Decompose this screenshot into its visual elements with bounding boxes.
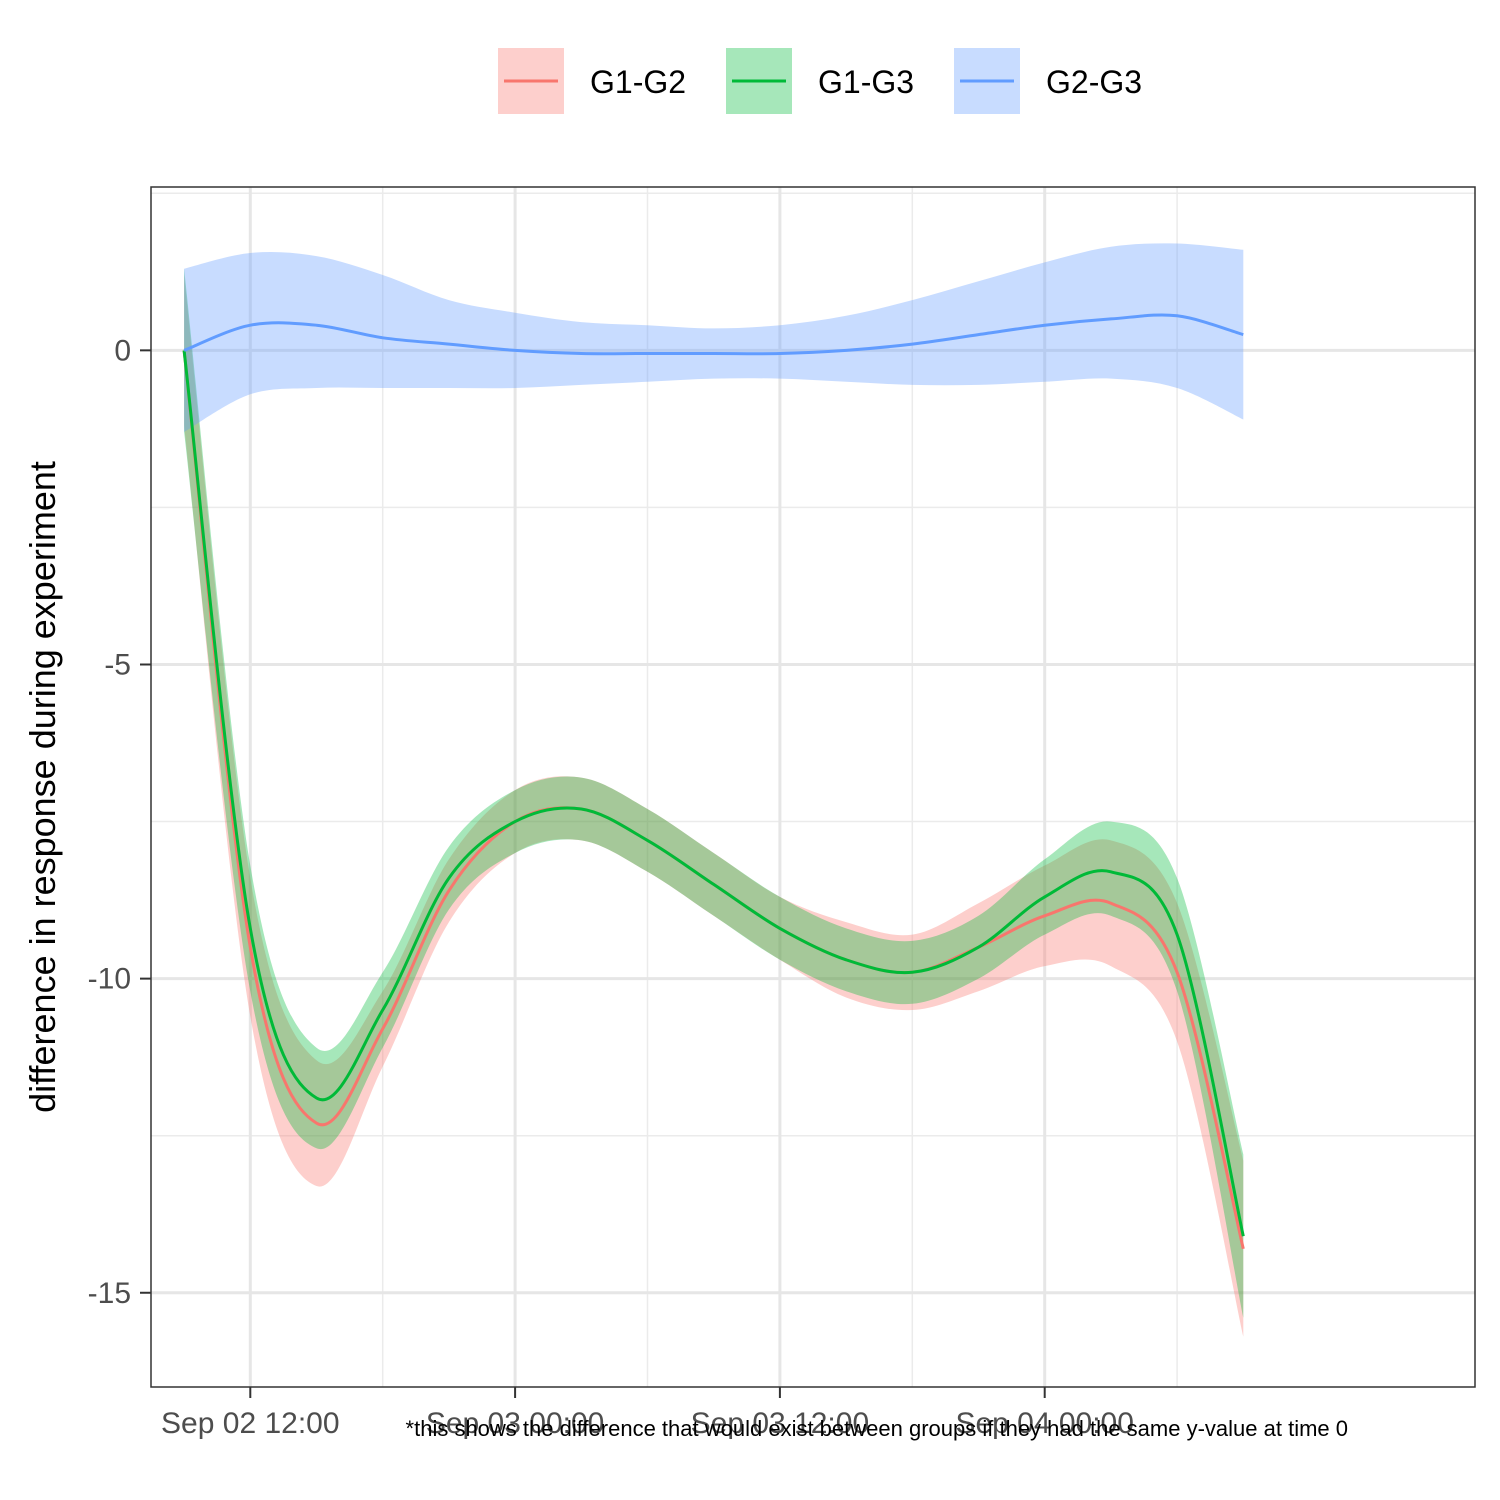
plot-panel [150,186,1476,1388]
y-axis-title: difference in response during experiment [22,461,63,1113]
y-axis: 0 -5 -10 -15 [88,334,151,1310]
series-lines [182,313,1245,1250]
confidence-band-g2-g3 [184,243,1244,432]
legend-item-g2-g3: G2-G3 [954,48,1142,114]
x-tick-label: Sep 04 00:00 [955,1407,1134,1440]
confidence-bands [184,243,1244,1337]
x-tick-label: Sep 02 12:00 [161,1407,340,1440]
legend-label: G1-G3 [818,64,914,100]
series-line-g1-g3 [182,350,1245,1237]
legend-item-g1-g3: G1-G3 [726,48,914,114]
legend-label: G2-G3 [1046,64,1142,100]
legend: G1-G2 G1-G3 G2-G3 [498,48,1142,114]
y-tick-label: -15 [88,1277,131,1310]
y-tick-label: -5 [104,648,131,681]
chart-caption: *this shows the difference that would ex… [406,1416,1348,1441]
y-tick-label: 0 [114,334,131,367]
y-tick-label: -10 [88,963,131,996]
series-line-g2-g3 [183,313,1244,356]
minor-gridlines [151,187,1475,1387]
plot-border [150,186,1476,1388]
x-tick-label: Sep 03 12:00 [691,1407,870,1440]
x-axis: Sep 02 12:00 Sep 03 00:00 Sep 03 12:00 Sep … [161,1387,1134,1440]
legend-label: G1-G2 [590,64,686,100]
x-tick-label: Sep 03 00:00 [426,1407,605,1440]
plot-background [151,187,1475,1387]
legend-item-g1-g2: G1-G2 [498,48,686,114]
major-gridlines [151,187,1475,1387]
